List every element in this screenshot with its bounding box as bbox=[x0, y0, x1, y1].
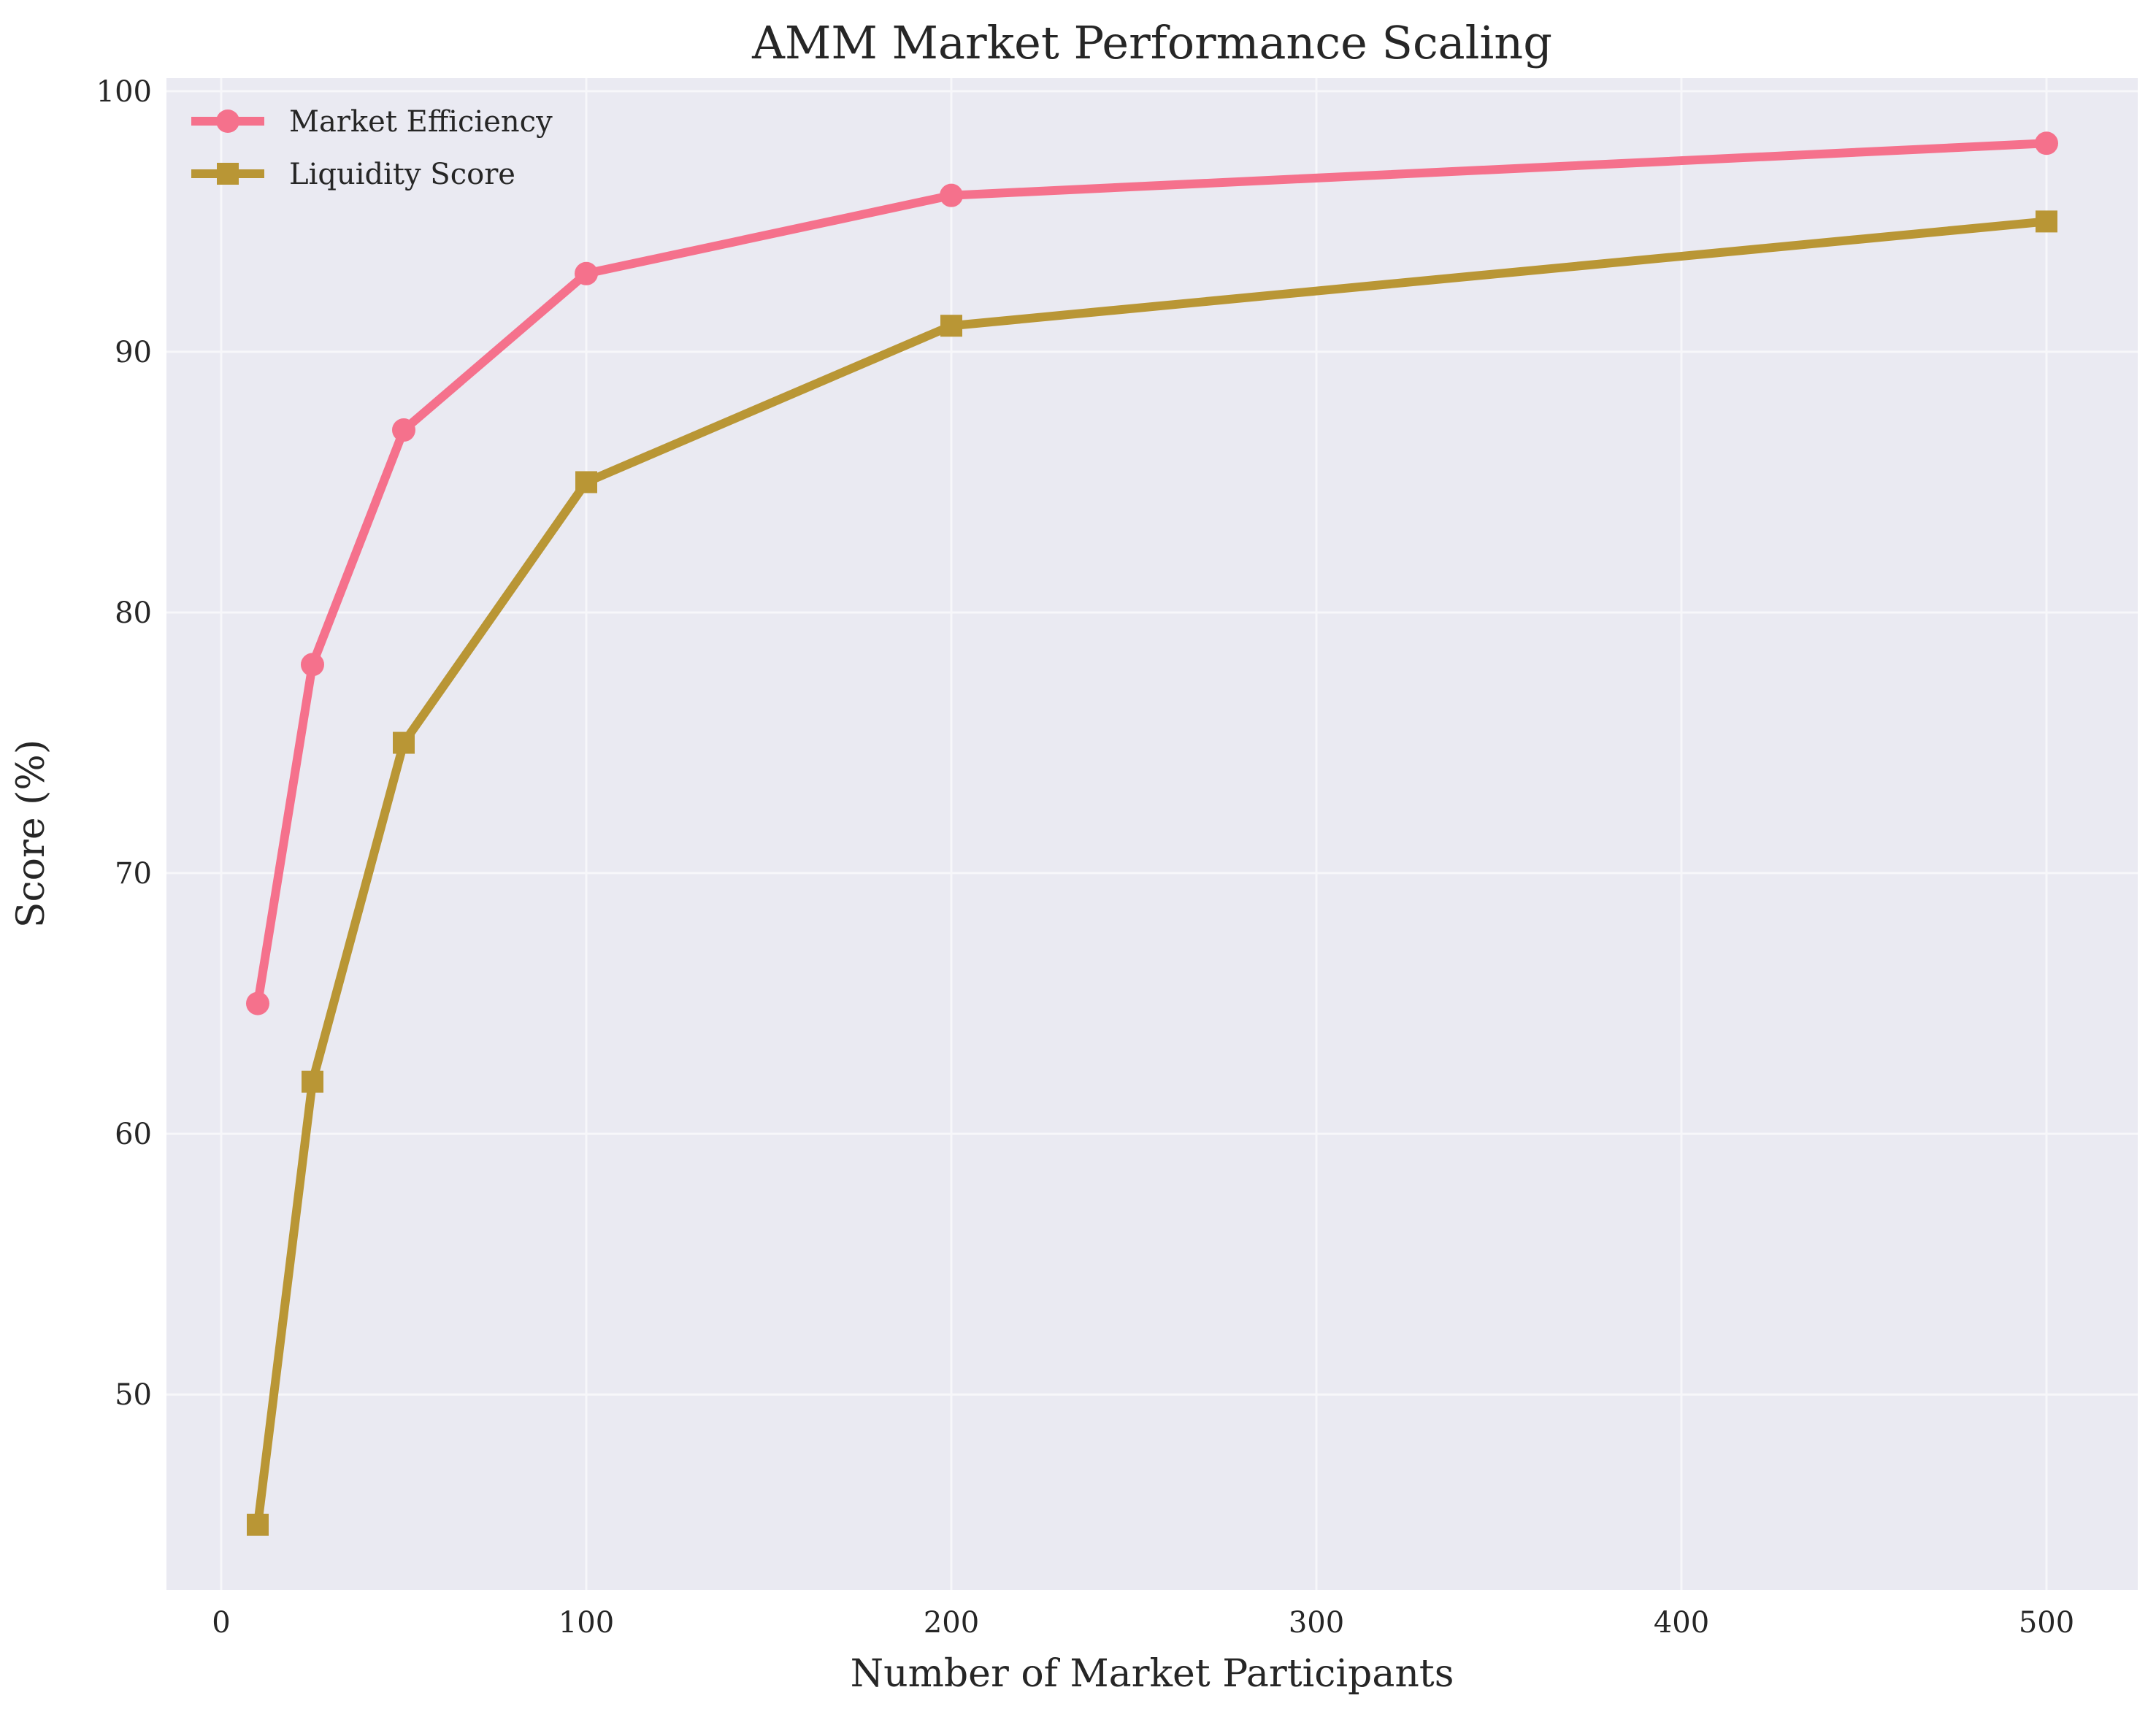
liquidity-score-series bbox=[247, 210, 2057, 1536]
x-axis-title: Number of Market Participants bbox=[851, 1652, 1454, 1696]
legend-marker bbox=[217, 163, 239, 185]
y-tick-label: 80 bbox=[115, 596, 152, 630]
x-tick-label: 300 bbox=[1289, 1606, 1344, 1640]
x-tick-label: 500 bbox=[2019, 1606, 2074, 1640]
x-tick-label: 100 bbox=[559, 1606, 614, 1640]
liquidity-score-point bbox=[2036, 210, 2057, 233]
x-tick-label: 0 bbox=[212, 1606, 230, 1640]
legend-entry-market-efficiency: Market Efficiency bbox=[191, 105, 553, 139]
market-efficiency-point bbox=[575, 261, 598, 285]
y-tick-label: 90 bbox=[115, 336, 152, 369]
plot-area bbox=[166, 78, 2138, 1590]
legend-label: Liquidity Score bbox=[289, 158, 515, 191]
liquidity-score-point bbox=[940, 315, 962, 337]
x-tick-label: 200 bbox=[924, 1606, 979, 1640]
liquidity-score-point bbox=[393, 731, 415, 754]
market-efficiency-point bbox=[2035, 131, 2058, 155]
market-efficiency-point bbox=[246, 991, 269, 1015]
y-tick-label: 70 bbox=[115, 857, 152, 891]
liquidity-score-point bbox=[575, 471, 597, 493]
liquidity-score-point bbox=[247, 1513, 269, 1536]
legend: Market Efficiency Liquidity Score bbox=[191, 105, 553, 191]
market-efficiency-line bbox=[253, 139, 2051, 1008]
market-efficiency-point bbox=[301, 653, 324, 677]
y-tick-label: 60 bbox=[115, 1118, 152, 1151]
y-axis-title: Score (%) bbox=[9, 740, 53, 928]
y-tick-label: 50 bbox=[115, 1378, 152, 1412]
market-efficiency-point bbox=[940, 183, 963, 207]
y-tick-labels: 50 60 70 80 90 100 bbox=[96, 75, 152, 1412]
market-efficiency-series bbox=[246, 131, 2058, 1015]
legend-label: Market Efficiency bbox=[289, 105, 553, 139]
x-tick-label: 400 bbox=[1654, 1606, 1709, 1640]
market-efficiency-point bbox=[392, 418, 415, 442]
legend-marker bbox=[216, 110, 239, 133]
chart-title: AMM Market Performance Scaling bbox=[751, 16, 1552, 69]
liquidity-score-point bbox=[302, 1070, 323, 1093]
y-tick-label: 100 bbox=[96, 75, 152, 109]
series-layer bbox=[246, 131, 2058, 1536]
liquidity-score-line bbox=[253, 217, 2051, 1529]
legend-entry-liquidity-score: Liquidity Score bbox=[191, 158, 515, 191]
x-tick-labels: 0 100 200 300 400 500 bbox=[212, 1606, 2074, 1640]
